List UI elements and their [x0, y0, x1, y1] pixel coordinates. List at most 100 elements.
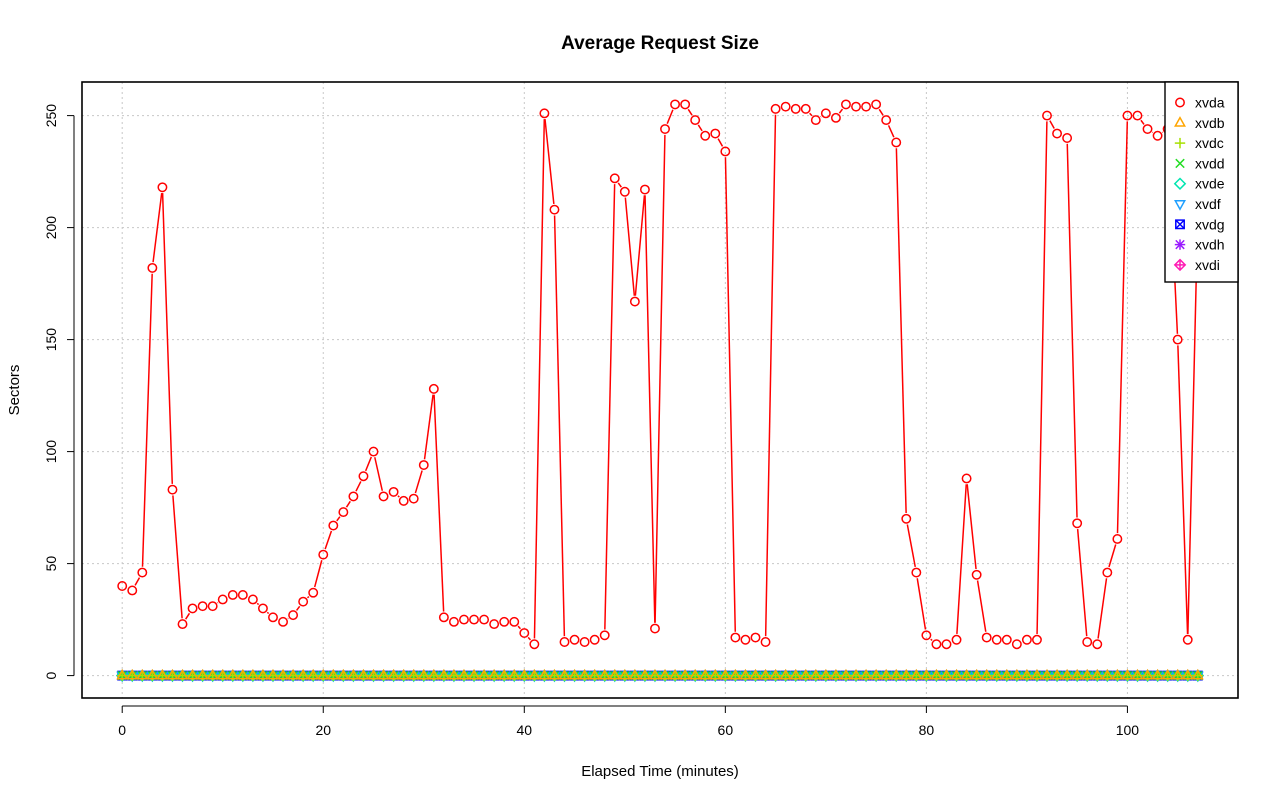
- legend-item-xvdg: xvdg: [1175, 216, 1225, 232]
- line-segment-xvda: [604, 184, 616, 630]
- data-point-xvdb: [307, 668, 320, 680]
- data-point-xvdb: [478, 668, 491, 680]
- data-point-xvda: [278, 616, 288, 627]
- data-point-xvda: [1052, 128, 1063, 139]
- data-point-xvda: [549, 204, 560, 215]
- data-point-xvdb: [1161, 668, 1174, 680]
- data-point-xvda: [408, 493, 419, 504]
- data-point-xvda: [569, 634, 580, 645]
- legend-item-xvdb: xvdb: [1174, 115, 1225, 131]
- legend-marker-xvdh: [1174, 239, 1186, 250]
- data-point-xvdb: [699, 668, 712, 680]
- line-segment-xvda: [336, 516, 341, 522]
- data-point-xvda: [489, 619, 500, 630]
- line-segment-xvda: [414, 470, 423, 494]
- y-tick-label: 150: [43, 328, 59, 352]
- data-point-xvdb: [468, 668, 481, 680]
- legend-label-xvdi: xvdi: [1195, 257, 1220, 273]
- line-segment-xvda: [141, 273, 153, 567]
- legend-marker-xvde: [1173, 177, 1187, 190]
- data-point-xvdb: [709, 668, 722, 680]
- legend-label-xvdh: xvdh: [1195, 237, 1225, 253]
- data-point-xvda: [318, 549, 329, 560]
- data-point-xvdb: [1091, 668, 1104, 680]
- data-point-xvda: [438, 612, 449, 623]
- data-point-xvda: [1032, 634, 1042, 645]
- line-segment-xvda: [306, 596, 310, 599]
- data-point-xvdb: [1051, 668, 1064, 680]
- data-point-xvda: [348, 491, 359, 502]
- line-segment-xvda: [533, 119, 546, 639]
- data-point-xvdb: [618, 668, 631, 680]
- legend-marker-xvdf: [1174, 200, 1186, 211]
- data-point-xvda: [1152, 130, 1163, 141]
- data-point-xvdb: [739, 668, 752, 680]
- x-axis-label: Elapsed Time (minutes): [581, 763, 739, 780]
- y-tick-label: 100: [43, 440, 59, 464]
- line-segment-xvda: [544, 119, 555, 204]
- data-point-xvdb: [558, 668, 571, 680]
- line-segment-xvda: [1066, 143, 1078, 518]
- line-segment-xvda: [295, 605, 301, 611]
- y-tick-label: 250: [43, 104, 59, 128]
- data-point-xvdb: [407, 668, 420, 680]
- data-point-xvda: [690, 115, 701, 126]
- data-point-xvda: [358, 471, 369, 482]
- legend-label-xvdf: xvdf: [1195, 196, 1221, 212]
- data-point-xvda: [127, 585, 138, 596]
- data-point-xvdb: [347, 668, 360, 680]
- data-point-xvdb: [397, 668, 410, 680]
- data-point-xvdb: [297, 668, 310, 680]
- data-point-xvda: [157, 182, 168, 193]
- line-segment-xvda: [930, 638, 933, 641]
- line-segment-xvda: [433, 394, 445, 612]
- data-point-xvda: [1172, 334, 1183, 345]
- data-point-xvdb: [648, 668, 661, 680]
- line-segment-xvda: [634, 195, 646, 296]
- legend-item-xvdd: xvdd: [1175, 155, 1225, 171]
- line-segment-xvda: [1116, 121, 1129, 534]
- line-segment-xvda: [423, 394, 434, 460]
- data-point-xvda: [991, 634, 1002, 645]
- data-point-xvda: [800, 103, 811, 114]
- data-point-xvda: [1092, 639, 1103, 650]
- data-point-xvdb: [1020, 668, 1033, 680]
- line-segment-xvda: [724, 157, 737, 632]
- data-point-xvdb: [980, 668, 993, 680]
- data-point-xvdb: [679, 668, 692, 680]
- series-markers-xvda: [117, 99, 1203, 650]
- data-point-xvdb: [437, 668, 450, 680]
- data-point-xvdb: [1071, 668, 1084, 680]
- data-point-xvda: [1042, 110, 1052, 121]
- data-point-xvdb: [216, 668, 229, 680]
- data-point-xvdb: [488, 668, 501, 680]
- data-point-xvda: [1082, 637, 1093, 647]
- data-point-xvda: [1102, 567, 1113, 578]
- data-point-xvda: [368, 446, 379, 457]
- data-point-xvdb: [226, 668, 239, 680]
- data-point-xvdb: [860, 668, 873, 680]
- data-point-xvda: [881, 115, 892, 126]
- data-point-xvda: [609, 173, 620, 184]
- line-segment-xvda: [185, 612, 191, 620]
- data-point-xvda: [459, 614, 469, 625]
- data-point-xvda: [177, 619, 188, 630]
- data-point-xvdb: [669, 668, 682, 680]
- data-point-xvda: [308, 587, 319, 598]
- line-segment-xvda: [1108, 544, 1117, 568]
- data-point-xvdb: [1191, 668, 1204, 680]
- data-point-xvdb: [829, 668, 842, 680]
- legend-marker-xvda: [1175, 97, 1185, 108]
- line-segment-xvda: [654, 134, 666, 623]
- legend-item-xvdc: xvdc: [1174, 135, 1224, 151]
- line-segment-xvda: [527, 636, 532, 641]
- legend-marker-xvdg: [1175, 219, 1185, 230]
- data-point-xvdb: [317, 668, 330, 680]
- data-point-xvdb: [1171, 668, 1184, 680]
- data-point-xvda: [911, 567, 922, 578]
- data-point-xvda: [1132, 110, 1143, 121]
- data-point-xvdb: [246, 668, 259, 680]
- legend: xvda xvdb xvdc xvdd xvde xvdf xvdg xvdh xvdi: [1164, 81, 1239, 283]
- line-segment-xvda: [364, 456, 373, 472]
- line-segment-xvda: [906, 524, 917, 567]
